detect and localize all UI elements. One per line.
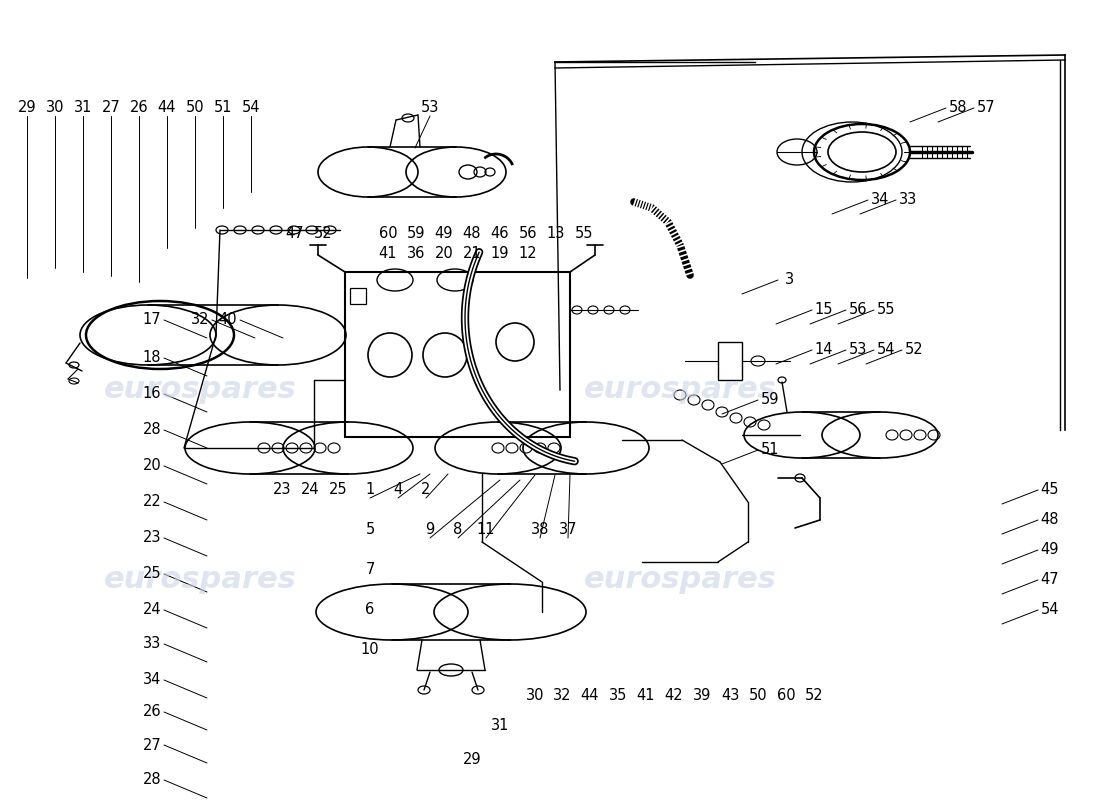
Text: 27: 27 [101, 101, 120, 115]
Text: 30: 30 [526, 687, 544, 702]
Text: 24: 24 [300, 482, 319, 498]
Text: 10: 10 [361, 642, 379, 658]
Text: 52: 52 [805, 687, 823, 702]
Text: 55: 55 [877, 302, 895, 318]
Text: 31: 31 [491, 718, 509, 733]
Text: 35: 35 [608, 687, 627, 702]
Text: 33: 33 [143, 637, 161, 651]
Text: 60: 60 [378, 226, 397, 241]
Text: 27: 27 [143, 738, 162, 753]
Text: 56: 56 [519, 226, 537, 241]
Text: 34: 34 [871, 193, 889, 207]
Text: 23: 23 [273, 482, 292, 498]
Text: 49: 49 [434, 226, 453, 241]
Text: 23: 23 [143, 530, 162, 546]
Text: 38: 38 [531, 522, 549, 538]
Text: 44: 44 [157, 101, 176, 115]
Text: 43: 43 [720, 687, 739, 702]
Text: 14: 14 [815, 342, 834, 358]
Text: 20: 20 [434, 246, 453, 261]
Text: 58: 58 [948, 101, 967, 115]
Text: 34: 34 [143, 673, 162, 687]
Text: 44: 44 [581, 687, 600, 702]
Text: 28: 28 [143, 422, 162, 438]
Text: 55: 55 [574, 226, 593, 241]
Text: 40: 40 [219, 313, 238, 327]
Text: eurospares: eurospares [103, 375, 296, 405]
Text: 11: 11 [476, 522, 495, 538]
Text: eurospares: eurospares [103, 566, 296, 594]
Text: 29: 29 [18, 101, 36, 115]
Text: 3: 3 [785, 273, 794, 287]
Text: 21: 21 [463, 246, 482, 261]
Text: 13: 13 [547, 226, 565, 241]
Text: 9: 9 [426, 522, 434, 538]
Text: 52: 52 [904, 342, 923, 358]
Text: 15: 15 [815, 302, 834, 318]
Text: eurospares: eurospares [584, 375, 777, 405]
Text: 52: 52 [314, 226, 332, 241]
Text: 29: 29 [463, 753, 482, 767]
Text: 46: 46 [491, 226, 509, 241]
Text: 41: 41 [378, 246, 397, 261]
Text: eurospares: eurospares [584, 566, 777, 594]
Text: 59: 59 [407, 226, 426, 241]
Text: 33: 33 [899, 193, 917, 207]
Text: 45: 45 [1041, 482, 1059, 498]
Text: 24: 24 [143, 602, 162, 618]
Bar [350, 288, 366, 304]
Text: 56: 56 [849, 302, 867, 318]
Text: 20: 20 [143, 458, 162, 474]
Text: 47: 47 [286, 226, 305, 241]
Text: 30: 30 [46, 101, 64, 115]
Text: 2: 2 [421, 482, 431, 498]
Text: 19: 19 [491, 246, 509, 261]
Text: 50: 50 [186, 101, 205, 115]
Text: 25: 25 [143, 566, 162, 582]
Text: 53: 53 [421, 101, 439, 115]
Text: 17: 17 [143, 313, 162, 327]
Text: 22: 22 [143, 494, 162, 510]
Text: 48: 48 [1041, 513, 1059, 527]
Text: 31: 31 [74, 101, 92, 115]
Text: 5: 5 [365, 522, 375, 538]
Text: 28: 28 [143, 773, 162, 787]
Text: 12: 12 [519, 246, 537, 261]
Text: 37: 37 [559, 522, 578, 538]
Text: 57: 57 [977, 101, 996, 115]
Text: 32: 32 [190, 313, 209, 327]
Text: 59: 59 [761, 393, 779, 407]
Text: 16: 16 [143, 386, 162, 402]
Text: 36: 36 [407, 246, 426, 261]
Text: 32: 32 [552, 687, 571, 702]
Text: 54: 54 [877, 342, 895, 358]
Text: 1: 1 [365, 482, 375, 498]
Text: 25: 25 [329, 482, 348, 498]
Text: 39: 39 [693, 687, 712, 702]
Text: 47: 47 [1041, 573, 1059, 587]
Text: 6: 6 [365, 602, 375, 618]
Text: 51: 51 [761, 442, 779, 458]
Text: 48: 48 [463, 226, 482, 241]
Text: 41: 41 [637, 687, 656, 702]
Bar [345, 272, 570, 437]
Text: 51: 51 [213, 101, 232, 115]
Text: 54: 54 [1041, 602, 1059, 618]
Text: 53: 53 [849, 342, 867, 358]
Text: 49: 49 [1041, 542, 1059, 558]
Text: 26: 26 [130, 101, 148, 115]
Text: 26: 26 [143, 705, 162, 719]
Text: 42: 42 [664, 687, 683, 702]
Text: 4: 4 [394, 482, 403, 498]
Text: 18: 18 [143, 350, 162, 366]
Text: 50: 50 [749, 687, 768, 702]
Text: 7: 7 [365, 562, 375, 578]
Text: 54: 54 [242, 101, 261, 115]
Text: 60: 60 [777, 687, 795, 702]
Text: 8: 8 [453, 522, 463, 538]
Bar [718, 342, 743, 380]
